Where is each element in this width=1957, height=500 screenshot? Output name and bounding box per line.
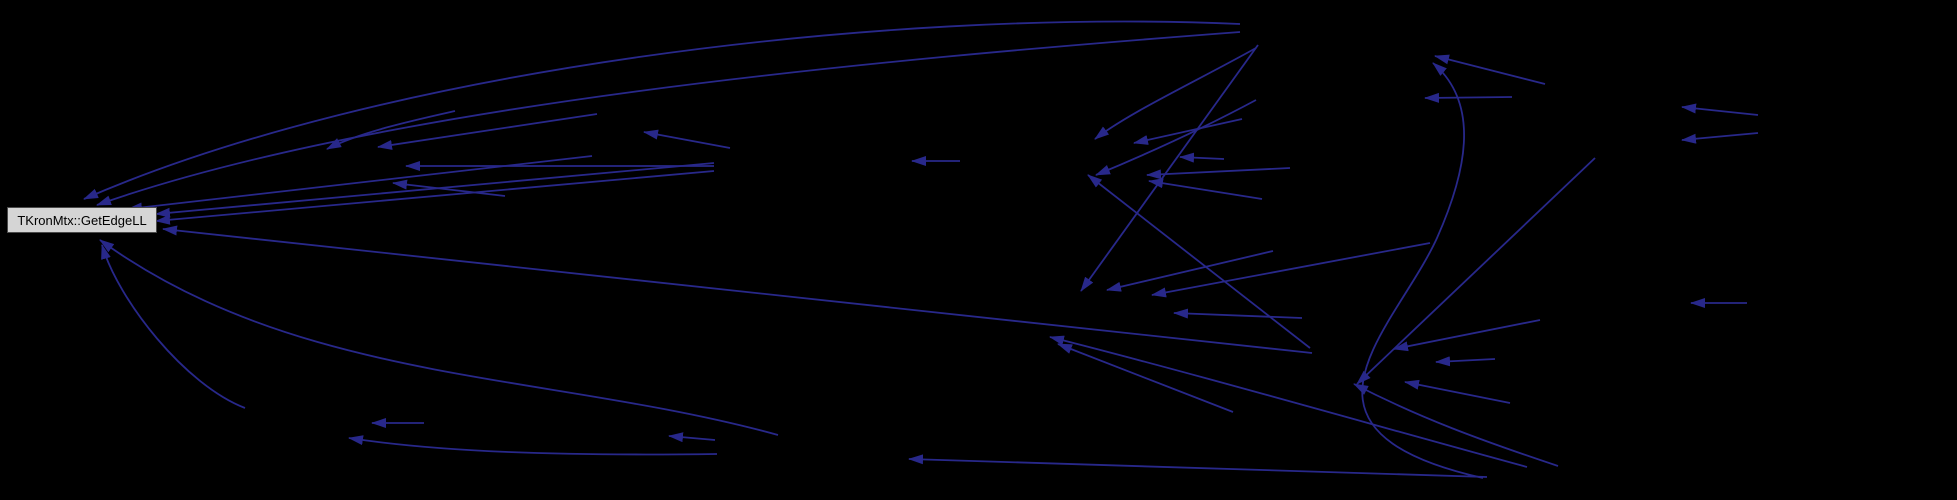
graph-edge-16 [1133, 118, 1243, 145]
graph-edge-11 [392, 179, 506, 197]
graph-edge-18 [1146, 167, 1291, 180]
graph-edge-30 [1356, 157, 1596, 385]
graph-edge-22 [1087, 174, 1311, 349]
graph-edge-6 [99, 239, 779, 436]
graph-edge-5 [162, 225, 1313, 354]
graph-edge-0 [83, 20, 1241, 200]
graph-edge-28 [1404, 379, 1511, 404]
graph-edge-19 [1148, 178, 1263, 200]
graph-node-tkronmtx-getedgell[interactable]: TKronMtx::GetEdgeLL [7, 207, 157, 233]
graph-node-label: TKronMtx::GetEdgeLL [17, 212, 147, 228]
graph-edge-17 [1179, 152, 1225, 163]
graph-edge-36 [1361, 62, 1484, 479]
graph-edge-39 [1681, 103, 1759, 116]
graph-edge-8 [326, 110, 456, 150]
graph-edge-27 [1435, 356, 1496, 367]
graph-edge-9 [377, 113, 598, 150]
graph-edge-7 [101, 244, 246, 409]
graph-edge-33 [908, 454, 1488, 478]
graph-edge-14 [668, 432, 716, 443]
graph-edge-20 [1095, 99, 1257, 176]
graph-edge-4 [155, 170, 715, 225]
graph-edge-21 [1080, 44, 1259, 292]
graph-edge-26 [1393, 319, 1541, 352]
graph-edge-37 [1434, 54, 1546, 85]
graph-edge-2 [127, 155, 593, 213]
graph-edge-34 [348, 435, 718, 456]
graph-edge-15 [1094, 47, 1257, 140]
graph-edge-12 [643, 129, 731, 149]
graph-edge-32 [1057, 343, 1234, 413]
graph-edge-38 [1424, 92, 1513, 103]
graph-edge-25 [1173, 308, 1303, 319]
graph-edge-23 [1106, 250, 1274, 292]
graph-edge-31 [1049, 335, 1528, 468]
graph-edge-40 [1681, 132, 1759, 144]
graph-edge-29 [1353, 383, 1559, 467]
graph-edge-1 [96, 31, 1241, 206]
graph-edge-24 [1151, 242, 1431, 298]
